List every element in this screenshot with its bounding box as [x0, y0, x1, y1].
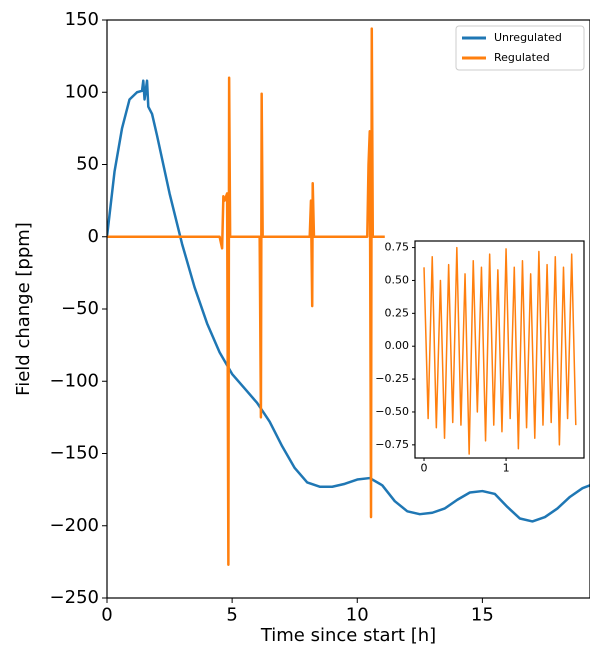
y-tick-label: 0.25 — [385, 306, 410, 319]
x-axis-label: Time since start [h] — [260, 625, 436, 646]
legend-label: Unregulated — [494, 31, 562, 44]
y-tick-label: 0.50 — [385, 273, 410, 286]
x-tick-label: 0 — [421, 462, 428, 475]
y-tick-label: 150 — [65, 9, 99, 30]
plot-frame — [414, 240, 585, 459]
legend-label: Regulated — [494, 51, 550, 64]
x-tick-label: 0 — [101, 605, 112, 626]
y-tick-label: 100 — [65, 81, 99, 102]
inset-plot: 0 1 −0.75 −0.50 −0.25 0.00 0.25 0.50 0.75 — [375, 240, 585, 475]
series-line — [107, 27, 385, 567]
x-tick-label: 1 — [503, 462, 510, 475]
y-tick-label: −200 — [50, 515, 99, 536]
y-axis-label: Field change [ppm] — [13, 222, 34, 396]
series-line — [423, 246, 577, 455]
x-tick-label: 10 — [346, 605, 369, 626]
y-tick-label: 0.75 — [385, 241, 410, 254]
x-tick-label: 5 — [226, 605, 237, 626]
y-tick-label: 0 — [88, 226, 99, 247]
legend: Unregulated Regulated — [455, 25, 585, 71]
y-tick-label: −50 — [61, 298, 99, 319]
y-tick-label: −100 — [50, 370, 99, 391]
y-tick-label: −0.75 — [375, 438, 409, 451]
series-group — [107, 27, 590, 567]
y-tick-label: −0.50 — [375, 405, 409, 418]
legend-box — [455, 25, 585, 71]
series-group — [423, 246, 577, 455]
y-tick-label: 0.00 — [385, 339, 410, 352]
series-line — [107, 79, 590, 523]
y-tick-label: −0.25 — [375, 372, 409, 385]
y-tick-label: −250 — [50, 587, 99, 608]
y-tick-label: 50 — [76, 154, 99, 175]
y-tick-label: −150 — [50, 443, 99, 464]
x-tick-label: 15 — [471, 605, 494, 626]
